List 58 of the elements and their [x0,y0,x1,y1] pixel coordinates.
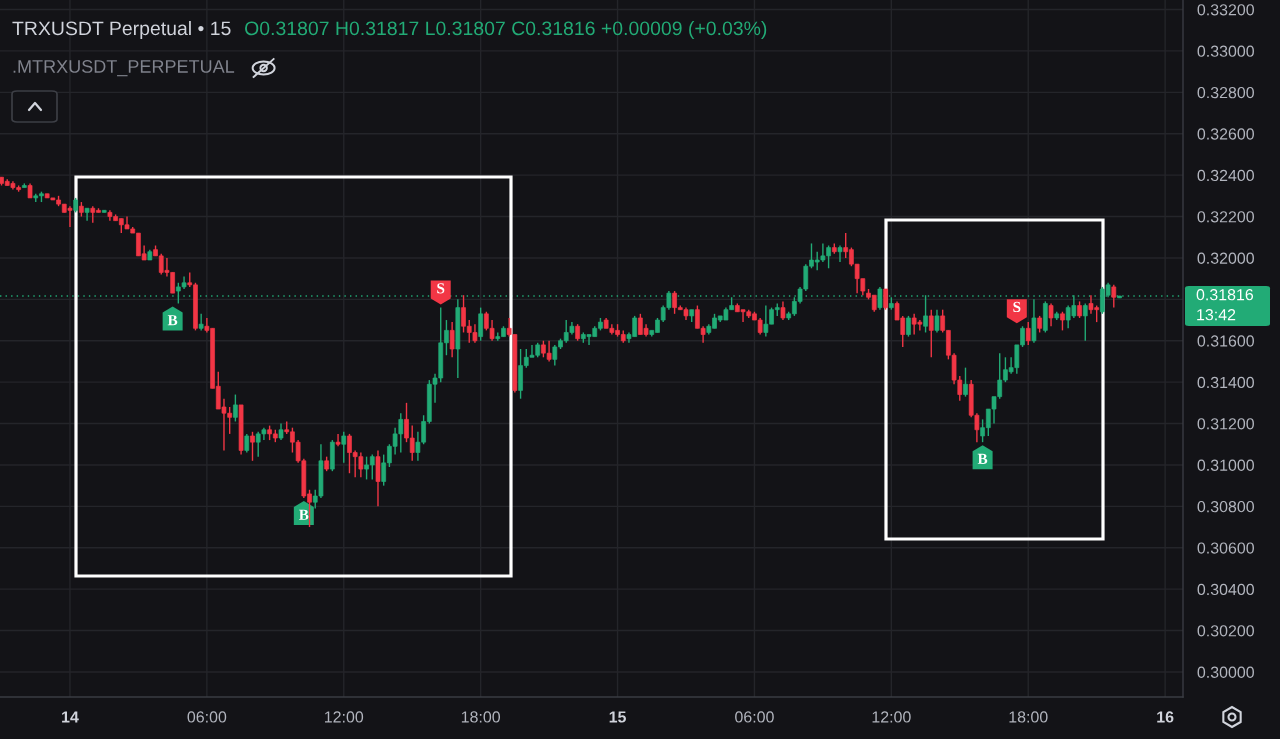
candlestick [198,313,204,332]
y-tick-label: 0.32200 [1197,211,1254,223]
y-tick-label: 0.33000 [1197,45,1254,57]
annotation: S [1013,301,1021,313]
candlestick [1111,284,1117,309]
y-tick-label: 0.32400 [1197,169,1254,182]
y-tick-label: 0.31400 [1197,376,1254,389]
candlestick [1060,311,1065,332]
x-tick-label: 14 [62,711,79,723]
x-tick-label: 18:00 [1009,711,1048,723]
text: 13:42 [1197,309,1236,321]
candlestick [341,431,347,464]
x-tick-label: 06:00 [187,711,227,723]
candlestick [250,431,255,462]
candlestick [1025,321,1031,346]
y-tick-label: 0.30800 [1197,500,1254,513]
annotation: O0.31807 H0.31817 L0.31807 C0.31816 +0.00009 (+0.03%) [245,20,767,40]
candlestick [233,393,238,423]
candlestick [906,315,911,338]
annotation: S [437,283,445,294]
candlestick [335,433,341,448]
candlestick [780,300,786,321]
y-tick-label: 0.31600 [1197,335,1254,347]
text: .MTRXUSDT_PERPETUAL [13,60,235,77]
candlestick [963,366,968,398]
candlestick [1031,298,1037,344]
y-tick-label: 0.32600 [1197,128,1254,140]
annotation: B [977,453,988,464]
annotation: B [298,509,309,520]
ref-line-label: 0.31816 [1196,289,1254,301]
candlestick [449,321,455,358]
y-tick-label: 0.31000 [1197,459,1254,471]
candlestick [877,286,883,311]
candlestick [478,306,483,342]
candlestick [883,288,888,311]
x-tick-label: 06:00 [735,711,774,723]
candlestick [1082,302,1088,342]
candlestick [84,207,90,222]
y-tick-label: 0.30000 [1197,666,1254,678]
x-tick-label: 18:00 [461,711,501,723]
y-tick-label: 0.32000 [1197,252,1254,264]
candlestick [1048,302,1054,327]
y-tick-label: 0.30200 [1197,625,1254,637]
y-tick-label: 0.33200 [1197,4,1254,16]
text: TRXUSDT Perpetual • 15 [12,20,231,40]
y-tick-label: 0.32800 [1197,86,1254,99]
y-tick-label: 0.30400 [1197,583,1254,596]
x-tick-label: 15 [609,711,626,723]
candlestick [837,244,843,263]
annotation: B [167,315,178,326]
candlestick [928,308,934,358]
candlestick [934,308,940,334]
x-tick-label: 12:00 [324,711,364,723]
y-tick-label: 0.30600 [1197,542,1254,554]
y-tick-label: 0.31200 [1197,418,1254,430]
x-tick-label: 16 [1157,711,1174,723]
x-tick-label: 12:00 [872,711,911,723]
candlestick [244,433,250,454]
